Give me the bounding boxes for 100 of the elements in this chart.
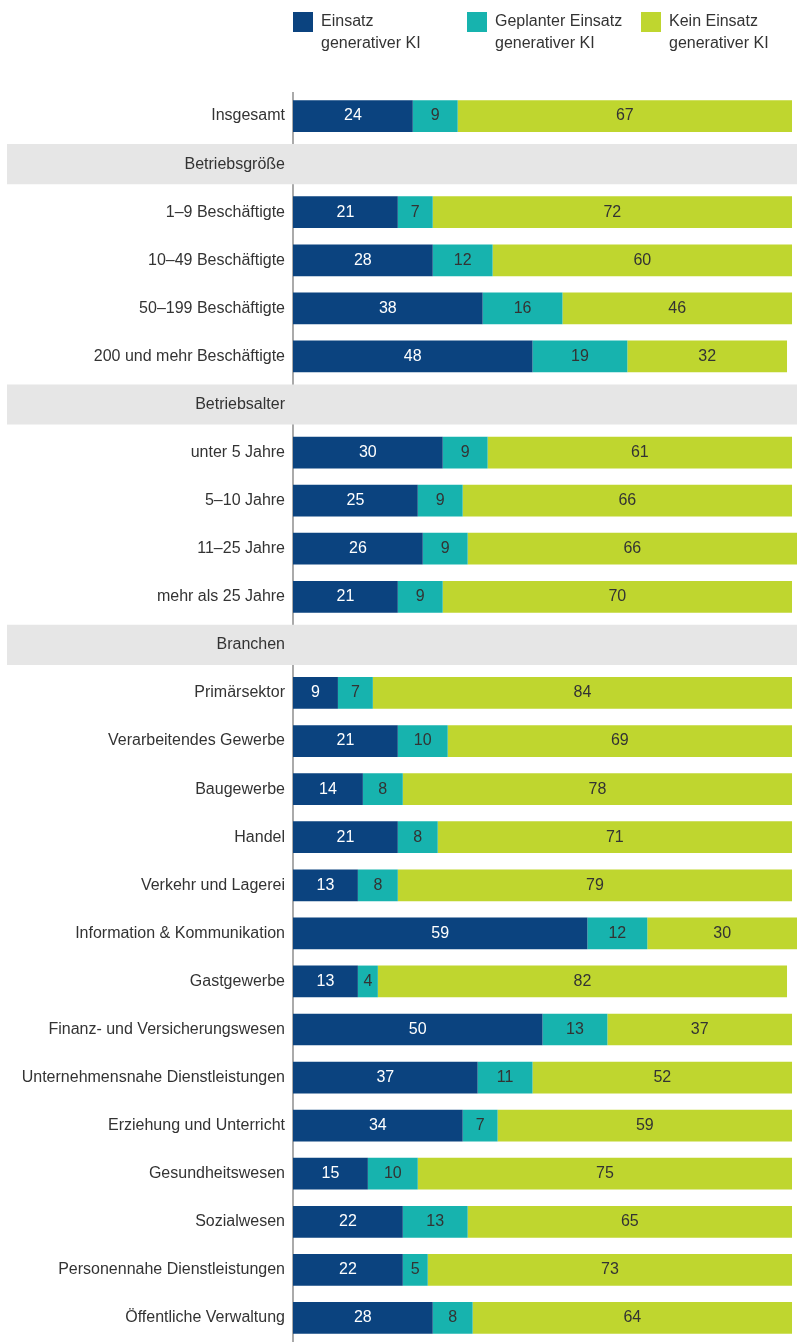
bar <box>462 484 793 517</box>
data-label: 10 <box>383 1164 402 1182</box>
y-tick-label: Handel <box>234 827 285 845</box>
legend-label: Kein Einsatz generativer KI <box>669 11 770 53</box>
data-label: 52 <box>653 1067 672 1085</box>
y-tick-label: Personennahe Dienstleistungen <box>58 1260 285 1278</box>
bar <box>402 1205 468 1238</box>
data-label: 13 <box>566 1019 584 1037</box>
data-label: 48 <box>403 346 422 364</box>
data-label: 9 <box>430 106 440 124</box>
bar <box>417 1157 793 1190</box>
y-tick-label: 10–49 Beschäftigte <box>148 250 286 268</box>
bar <box>542 1013 608 1046</box>
data-label: 69 <box>610 731 629 749</box>
data-label: 15 <box>321 1164 340 1182</box>
data-label: 5 <box>410 1260 420 1278</box>
data-label: 70 <box>608 587 627 605</box>
bar <box>337 677 373 709</box>
y-tick-label: Erziehung und Unterricht <box>108 1116 286 1134</box>
bar <box>362 773 403 805</box>
bar <box>532 1061 793 1094</box>
data-label: 8 <box>413 827 423 845</box>
bar <box>532 340 628 373</box>
data-label: 21 <box>336 587 355 605</box>
bar <box>647 917 797 950</box>
legend-label: Geplanter Einsatz generativer KI <box>495 11 623 53</box>
bar <box>447 725 793 757</box>
bar <box>357 869 398 902</box>
bar <box>293 1061 478 1094</box>
data-label: 72 <box>603 202 622 220</box>
data-label: 9 <box>435 491 445 509</box>
data-label: 64 <box>623 1308 642 1326</box>
bar <box>437 821 793 854</box>
bar <box>417 484 463 517</box>
data-label: 8 <box>448 1308 458 1326</box>
bar <box>397 869 793 902</box>
bar <box>293 1157 368 1190</box>
bar <box>402 1254 428 1286</box>
y-tick-label: Verarbeitendes Gewerbe <box>108 731 286 749</box>
data-label: 75 <box>595 1164 614 1182</box>
bar <box>293 292 483 325</box>
data-label: 82 <box>573 971 592 989</box>
data-label: 21 <box>336 731 355 749</box>
data-label: 22 <box>338 1260 357 1278</box>
data-label: 26 <box>348 539 367 557</box>
bar <box>293 773 363 805</box>
bar <box>397 196 433 229</box>
y-tick-label: Sozialwesen <box>195 1212 285 1230</box>
bar <box>562 292 793 325</box>
data-label: 37 <box>690 1019 709 1037</box>
bar <box>482 292 563 325</box>
data-label: 19 <box>571 346 589 364</box>
bar <box>432 196 793 229</box>
data-label: 12 <box>608 923 627 941</box>
bar <box>492 244 793 277</box>
bar <box>587 917 648 950</box>
y-tick-label: Finanz- und Versicherungswesen <box>48 1019 285 1037</box>
bar <box>497 1109 793 1142</box>
bar <box>397 821 438 854</box>
data-label: 79 <box>586 875 604 893</box>
data-label: 30 <box>358 442 377 460</box>
y-tick-label: Betriebsgröße <box>184 154 286 172</box>
bar <box>467 1205 793 1238</box>
data-label: 11 <box>496 1067 514 1085</box>
y-tick-label: 1–9 Beschäftigte <box>165 202 286 220</box>
bar <box>293 1013 543 1046</box>
data-label: 28 <box>353 1308 372 1326</box>
data-label: 25 <box>346 491 365 509</box>
bar <box>293 1205 403 1238</box>
data-label: 78 <box>588 779 607 797</box>
data-label: 22 <box>338 1212 357 1230</box>
data-label: 7 <box>475 1116 485 1134</box>
y-tick-label: 200 und mehr Beschäftigte <box>93 346 286 364</box>
bar <box>293 196 398 229</box>
y-tick-label: mehr als 25 Jahre <box>156 587 286 605</box>
data-label: 84 <box>573 683 592 701</box>
y-tick-label: Information & Kommunikation <box>75 923 285 941</box>
data-label: 67 <box>615 106 634 124</box>
bar <box>293 1254 403 1286</box>
bar <box>422 532 468 565</box>
data-label: 66 <box>618 491 637 509</box>
bar <box>467 532 797 565</box>
data-label: 65 <box>620 1212 639 1230</box>
data-label: 9 <box>311 683 320 701</box>
data-label: 38 <box>378 298 397 316</box>
data-label: 9 <box>440 539 450 557</box>
data-label: 16 <box>513 298 532 316</box>
bar <box>293 436 443 469</box>
bar <box>397 725 448 757</box>
bar <box>607 1013 793 1046</box>
bar <box>293 484 418 517</box>
bar <box>293 340 533 373</box>
bar <box>293 100 413 132</box>
bar <box>293 1109 463 1142</box>
bar <box>293 821 398 854</box>
y-tick-label: Öffentliche Verwaltung <box>125 1308 285 1326</box>
y-tick-label: 50–199 Beschäftigte <box>139 298 286 316</box>
bar <box>293 1302 433 1334</box>
bar <box>442 436 488 469</box>
bar <box>293 532 423 565</box>
